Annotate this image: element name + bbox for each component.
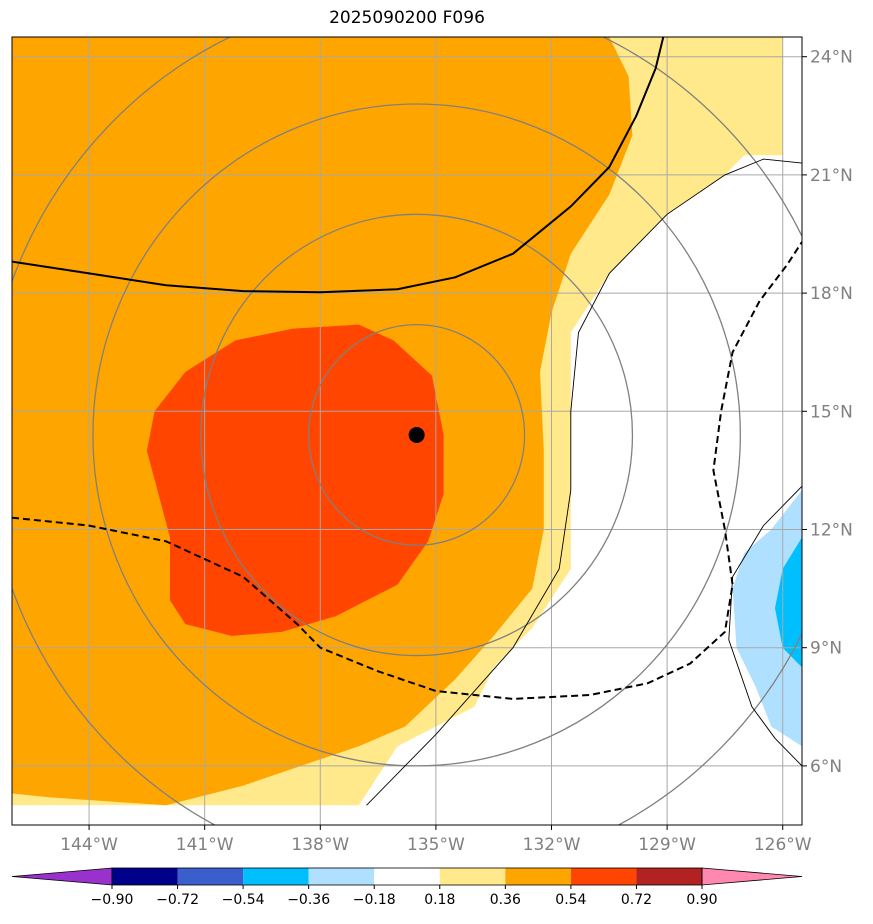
colorbar-tick-label: −0.36 xyxy=(287,892,330,908)
colorbar-tick-label: 0.54 xyxy=(555,892,586,908)
latitude-tick-label: 18°N xyxy=(810,284,853,304)
plot-area xyxy=(12,37,802,825)
colorbar-frame xyxy=(111,867,703,886)
longitude-tick-label: 129°W xyxy=(638,835,696,855)
latitude-tick-label: 6°N xyxy=(810,757,842,777)
colorbar-lower-extension xyxy=(11,867,113,886)
range-ring xyxy=(200,213,634,657)
solid-contour-line xyxy=(12,37,665,294)
colorbar-tick-label: −0.72 xyxy=(156,892,199,908)
dashed-contour-line xyxy=(12,241,802,700)
latitude-tick-label: 9°N xyxy=(810,639,842,659)
plot-frame xyxy=(11,36,803,826)
colorbar-segment xyxy=(308,868,375,885)
latitude-tick-label: 21°N xyxy=(810,166,853,186)
longitude-tick-label: 132°W xyxy=(523,835,581,855)
latitude-tick-label: 15°N xyxy=(810,402,853,422)
colorbar-segment xyxy=(636,868,702,885)
longitude-tick-label: 144°W xyxy=(60,835,118,855)
filled-region--0.36--0.18 xyxy=(732,490,802,747)
latitude-tick-labels: 6°N 9°N 12°N 15°N 18°N 21°N 24°N xyxy=(802,48,853,777)
longitude-tick-label: 141°W xyxy=(176,835,234,855)
colorbar-tick-label: −0.90 xyxy=(91,892,134,908)
colorbar-upper-extension xyxy=(701,867,803,886)
colorbar-segment xyxy=(570,868,637,885)
colorbar-segment xyxy=(243,868,309,885)
longitude-tick-label: 135°W xyxy=(407,835,465,855)
colorbar-tick-label: −0.18 xyxy=(353,892,396,908)
colorbar-tick-label: 0.90 xyxy=(686,892,717,908)
range-ring xyxy=(308,323,526,546)
longitude-tick-label: 126°W xyxy=(754,835,812,855)
colorbar-segment xyxy=(439,868,506,885)
filled-region--0.54--0.36 xyxy=(775,537,802,668)
colorbar-segment xyxy=(374,868,440,885)
colorbar-segment xyxy=(112,868,178,885)
colorbar-tick-label: 0.18 xyxy=(424,892,455,908)
longitude-tick-labels: 144°W 141°W 138°W 135°W 132°W 129°W 126°W xyxy=(60,825,812,855)
center-point-marker xyxy=(408,426,425,443)
colorbar: −0.90 −0.72 −0.54 −0.36 −0.18 0.18 0.36 0.54 0.7… xyxy=(11,867,803,908)
colorbar-segment xyxy=(505,868,571,885)
latitude-tick-label: 12°N xyxy=(810,521,853,541)
colorbar-segment xyxy=(177,868,244,885)
thin-contour-line xyxy=(366,158,802,806)
colorbar-tick-label: 0.36 xyxy=(490,892,521,908)
longitude-tick-label: 138°W xyxy=(291,835,349,855)
range-ring xyxy=(92,103,741,767)
latitude-tick-label: 24°N xyxy=(810,48,853,68)
colorbar-tick-label: −0.54 xyxy=(222,892,265,908)
filled-region-0.54-0.72 xyxy=(146,324,444,636)
chart-title: 2025090200 F096 xyxy=(329,8,485,28)
thin-contour-line xyxy=(728,485,802,767)
colorbar-tick-label: 0.72 xyxy=(621,892,652,908)
